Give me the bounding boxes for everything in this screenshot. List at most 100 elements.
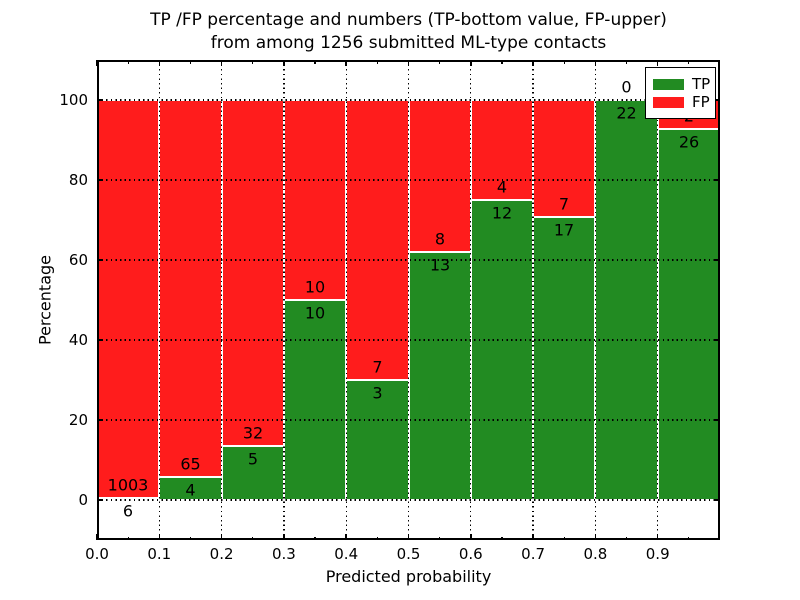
x-tick-top <box>470 60 472 66</box>
x-minor-tick-top <box>127 60 129 64</box>
y-tick-label: 100 <box>59 91 88 109</box>
x-tick-top <box>656 60 659 66</box>
x-tick-bottom <box>96 534 98 540</box>
x-minor-tick-top <box>439 60 441 64</box>
x-tick-top <box>96 60 98 66</box>
fp-swatch-icon <box>653 96 684 108</box>
y-tick-left <box>97 259 103 261</box>
y-tick-right <box>714 339 720 341</box>
x-tick-label: 0.3 <box>271 545 296 563</box>
x-minor-tick-bottom <box>439 536 441 540</box>
bar-fp-segment <box>97 100 159 498</box>
y-tick-right <box>714 419 720 421</box>
x-tick-top <box>220 60 223 66</box>
y-tick-right <box>714 99 720 101</box>
y-tick-left <box>97 179 103 181</box>
bar-tp-segment <box>658 128 720 500</box>
y-tick-left <box>97 339 103 341</box>
x-tick-top <box>407 60 410 66</box>
x-minor-tick-top <box>625 60 628 64</box>
chart-title: TP /FP percentage and numbers (TP-bottom… <box>97 9 720 55</box>
x-tick-top <box>532 60 534 66</box>
y-tick-right <box>714 179 720 181</box>
x-tick-label: 0.1 <box>147 545 172 563</box>
bar-fp-segment <box>346 100 409 380</box>
x-tick-label: 0.0 <box>85 545 109 563</box>
gridline-vertical <box>220 60 223 540</box>
bar-fp-count-label: 4 <box>496 177 508 197</box>
x-tick-bottom <box>158 534 161 540</box>
gridline-vertical <box>532 60 534 540</box>
x-tick-top <box>594 60 597 66</box>
gridline-vertical <box>470 60 472 540</box>
gridline-vertical <box>345 60 347 540</box>
bar-fp-count-label: 8 <box>434 229 446 249</box>
x-minor-tick-top <box>501 60 503 64</box>
y-tick-label: 40 <box>68 331 88 349</box>
y-tick-left <box>97 99 103 101</box>
x-minor-tick-bottom <box>252 536 254 540</box>
gridline-vertical <box>407 60 410 540</box>
legend: TP FP <box>645 67 716 119</box>
gridline-vertical <box>158 60 160 540</box>
x-tick-bottom <box>283 534 285 540</box>
x-minor-tick-top <box>563 60 565 64</box>
bar-tp-count-label: 6 <box>122 501 134 521</box>
legend-item-fp: FP <box>653 93 710 111</box>
bar-tp-count-label: 3 <box>372 383 383 403</box>
x-minor-tick-top <box>688 60 690 64</box>
bar-tp-segment <box>533 216 595 500</box>
x-tick-label: 0.9 <box>645 545 670 563</box>
bar-tp-count-label: 10 <box>304 303 326 323</box>
bar-fp-segment <box>533 100 595 217</box>
bar-fp-count-label: 65 <box>180 454 201 474</box>
y-tick-label: 0 <box>78 491 88 509</box>
x-minor-tick-bottom <box>563 536 565 540</box>
x-tick-bottom <box>532 534 534 540</box>
legend-item-tp: TP <box>653 76 710 92</box>
bar-fp-count-label: 32 <box>242 423 264 443</box>
x-minor-tick-bottom <box>127 536 129 540</box>
x-tick-top <box>345 60 347 66</box>
x-axis-label: Predicted probability <box>325 567 492 586</box>
bar-tp-segment <box>284 300 346 500</box>
bar-tp-segment <box>595 100 658 500</box>
gridline-vertical <box>594 60 597 540</box>
bar-fp-count-label: 10 <box>304 277 326 297</box>
legend-label-fp: FP <box>692 93 710 111</box>
bar-tp-count-label: 17 <box>553 220 575 240</box>
x-minor-tick-bottom <box>189 536 192 540</box>
x-tick-label: 0.5 <box>396 545 421 563</box>
x-tick-bottom <box>407 534 410 540</box>
bar-fp-count-label: 7 <box>558 194 570 214</box>
y-tick-label: 20 <box>68 411 88 429</box>
x-tick-label: 0.6 <box>458 545 483 563</box>
bar-fp-segment <box>471 100 533 200</box>
plot-area: TP FP 10036654325101073813412717022226 <box>96 60 720 540</box>
bar-tp-count-label: 12 <box>491 203 513 223</box>
x-tick-top <box>158 60 161 66</box>
bar-tp-segment <box>409 252 471 500</box>
bar-fp-segment <box>222 100 284 446</box>
bar-tp-count-label: 22 <box>616 103 637 123</box>
bar-tp-count-label: 4 <box>185 480 196 500</box>
x-tick-label: 0.7 <box>521 545 546 563</box>
gridline-vertical <box>657 60 659 540</box>
x-minor-tick-top <box>376 60 378 64</box>
y-tick-label: 60 <box>68 251 88 269</box>
x-minor-tick-bottom <box>625 536 628 540</box>
bar-fp-segment <box>284 100 346 300</box>
bar-fp-count-label: 0 <box>621 77 632 97</box>
x-minor-tick-bottom <box>688 536 690 540</box>
bar-tp-count-label: 5 <box>247 449 259 469</box>
y-tick-right <box>714 259 720 261</box>
y-tick-label: 80 <box>68 171 88 189</box>
y-tick-left <box>97 499 103 501</box>
gridline-vertical <box>283 60 285 540</box>
x-tick-label: 0.4 <box>334 545 359 563</box>
bar-tp-segment <box>471 200 533 500</box>
bar-fp-count-label: 7 <box>372 357 383 377</box>
x-minor-tick-bottom <box>501 536 503 540</box>
x-minor-tick-bottom <box>314 536 316 540</box>
